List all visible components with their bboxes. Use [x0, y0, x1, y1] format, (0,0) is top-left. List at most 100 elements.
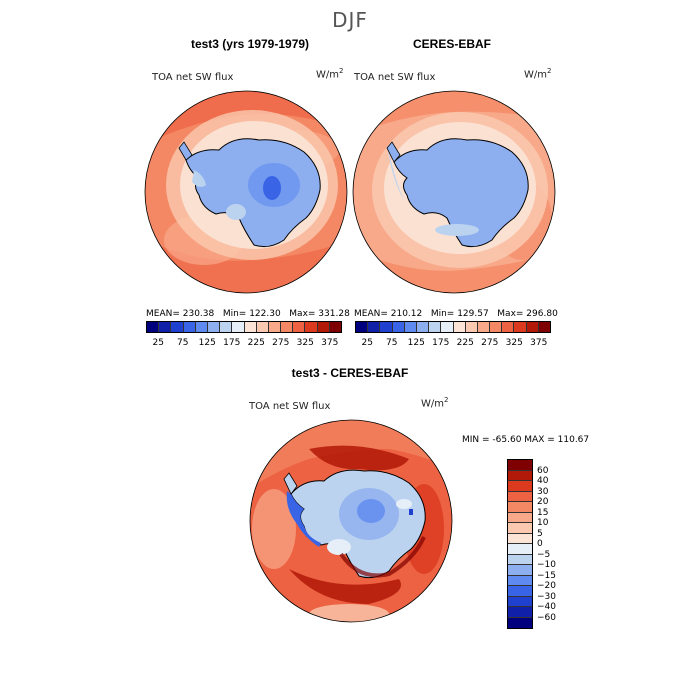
colorbar-tick-label: 225: [456, 338, 474, 348]
colorbar-tick-label: 0: [537, 539, 543, 549]
polar-map-diff: [249, 419, 453, 623]
colorbar-diff: [507, 459, 533, 629]
colorbar-swatches: [146, 321, 342, 333]
colorbar-diff-ticks: 60 40 30 20 15 10 5 0 −5 −10 −15 −20 −30 −40 −60: [537, 459, 577, 623]
colorbar-swatch: [356, 322, 369, 332]
colorbar-swatch: [220, 322, 233, 332]
colorbar-swatch: [244, 322, 257, 332]
colorbar-swatch: [514, 322, 527, 332]
colorbar-swatch: [171, 322, 184, 332]
colorbar-swatch: [508, 586, 532, 597]
colorbar-swatch: [508, 544, 532, 555]
colorbar-tick-label: 175: [223, 338, 241, 348]
colorbar-swatch: [429, 322, 442, 332]
colorbar-model: 25 75 125 175 225 275 325 375: [146, 321, 342, 350]
colorbar-tick-label: 75: [177, 338, 189, 348]
variable-label-obs: TOA net SW flux: [354, 72, 436, 83]
colorbar-tick-label: 325: [296, 338, 314, 348]
colorbar-swatch: [317, 322, 330, 332]
colorbar-swatch: [268, 322, 282, 332]
colorbar-swatch: [256, 322, 269, 332]
units-label-obs: W/m2: [524, 67, 552, 81]
colorbar-swatch: [508, 491, 532, 502]
colorbar-tick-label: 125: [198, 338, 216, 348]
colorbar-swatch: [416, 322, 430, 332]
colorbar-tick-label: −20: [537, 581, 556, 591]
panel-title-diff: test3 - CERES-EBAF: [291, 366, 409, 380]
colorbar-swatch: [526, 322, 539, 332]
polar-map-obs: [352, 90, 556, 294]
colorbar-ticks: 25 75 125 175 225 275 325 375: [355, 338, 551, 350]
colorbar-tick-label: −30: [537, 591, 556, 602]
colorbar-swatches: [355, 321, 551, 333]
colorbar-swatch: [508, 607, 532, 618]
colorbar-diff-swatches: [507, 459, 533, 629]
colorbar-swatch: [508, 533, 532, 544]
colorbar-swatch: [305, 322, 318, 332]
colorbar-tick-label: 275: [481, 338, 499, 348]
colorbar-swatch: [508, 502, 532, 513]
colorbar-tick-label: 75: [386, 338, 398, 348]
colorbar-swatch: [183, 322, 196, 332]
colorbar-tick-label: 30: [537, 486, 549, 497]
colorbar-tick-label: 275: [272, 338, 290, 348]
colorbar-swatch: [453, 322, 466, 332]
colorbar-swatch: [281, 322, 294, 332]
colorbar-tick-label: 10: [537, 518, 549, 528]
colorbar-swatch: [508, 523, 532, 534]
colorbar-swatch: [392, 322, 405, 332]
colorbar-tick-label: 225: [247, 338, 265, 348]
colorbar-swatch: [508, 596, 532, 607]
colorbar-tick-label: 375: [530, 338, 548, 348]
colorbar-tick-label: 375: [321, 338, 339, 348]
colorbar-tick-label: −10: [537, 560, 556, 570]
colorbar-tick-label: 15: [537, 507, 549, 518]
polar-map-model: [144, 90, 348, 294]
colorbar-swatch: [490, 322, 503, 332]
figure-title: DJF: [332, 8, 368, 32]
colorbar-swatch: [404, 322, 417, 332]
colorbar-swatch: [465, 322, 478, 332]
stats-diff: MIN = -65.60 MAX = 110.67: [462, 435, 590, 445]
colorbar-tick-label: −60: [537, 612, 556, 623]
colorbar-swatch: [508, 481, 532, 492]
colorbar-tick-label: 325: [505, 338, 523, 348]
colorbar-tick-label: 125: [407, 338, 425, 348]
colorbar-tick-label: −15: [537, 570, 556, 581]
colorbar-tick-label: 20: [537, 497, 549, 507]
colorbar-swatch: [538, 322, 550, 332]
colorbar-swatch: [508, 617, 532, 628]
units-label-model: W/m2: [316, 67, 344, 81]
colorbar-swatch: [147, 322, 160, 332]
colorbar-swatch: [441, 322, 454, 332]
colorbar-tick-label: −5: [537, 549, 551, 560]
colorbar-swatch: [159, 322, 172, 332]
colorbar-swatch: [508, 575, 532, 586]
colorbar-swatch: [195, 322, 208, 332]
colorbar-swatch: [508, 565, 532, 576]
colorbar-swatch: [508, 460, 532, 471]
colorbar-swatch: [207, 322, 221, 332]
colorbar-swatch: [477, 322, 491, 332]
units-label-diff: W/m2: [421, 396, 449, 410]
colorbar-obs: 25 75 125 175 225 275 325 375: [355, 321, 551, 350]
colorbar-tick-label: 175: [432, 338, 450, 348]
colorbar-swatch: [502, 322, 515, 332]
colorbar-tick-label: 25: [152, 338, 164, 348]
panel-title-model: test3 (yrs 1979-1979): [190, 37, 310, 51]
colorbar-swatch: [508, 554, 532, 565]
stats-obs: MEAN= 210.12 Min= 129.57 Max= 296.80: [354, 309, 558, 319]
colorbar-tick-label: 25: [361, 338, 373, 348]
variable-label-diff: TOA net SW flux: [249, 401, 331, 412]
colorbar-swatch: [508, 470, 532, 481]
colorbar-ticks: 25 75 125 175 225 275 325 375: [146, 338, 342, 350]
panel-title-obs: CERES-EBAF: [412, 37, 491, 51]
colorbar-swatch: [368, 322, 381, 332]
stats-model: MEAN= 230.38 Min= 122.30 Max= 331.28: [146, 309, 350, 319]
colorbar-tick-label: −40: [537, 602, 556, 612]
colorbar-swatch: [232, 322, 245, 332]
colorbar-swatch: [380, 322, 393, 332]
colorbar-swatch: [293, 322, 306, 332]
colorbar-tick-label: 5: [537, 528, 543, 539]
colorbar-tick-label: 60: [537, 465, 549, 476]
